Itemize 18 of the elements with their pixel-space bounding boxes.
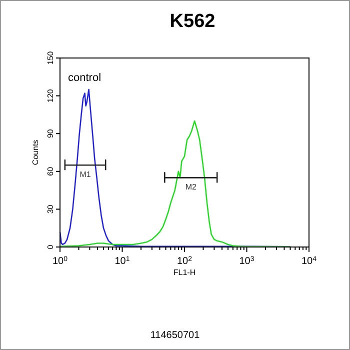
text: 114650701 [150, 330, 200, 341]
x-tick-label: 10$^{3}$ [239, 256, 254, 267]
chart-title: K562 [170, 11, 216, 32]
x-tick-label: 10$^{4}$ [301, 256, 317, 267]
series-label: M2 [185, 182, 197, 192]
y-tick-label: 90 [46, 128, 55, 138]
series-label: M1 [80, 170, 92, 180]
annotation: control [68, 72, 102, 84]
y-tick-label: 150 [46, 50, 55, 65]
y-axis-title: Counts [31, 140, 40, 166]
y-tick-label: 120 [46, 88, 55, 102]
y-tick-label: 30 [46, 204, 55, 214]
x-tick-label: 10$^{0}$ [52, 256, 68, 267]
x-tick-label: 10$^{2}$ [176, 256, 192, 267]
y-tick-label: 60 [46, 166, 55, 176]
y-tick-label: 0 [46, 244, 55, 250]
x-tick-label: 10$^{1}$ [114, 256, 130, 267]
x-axis-title: FL1-H [173, 268, 196, 277]
